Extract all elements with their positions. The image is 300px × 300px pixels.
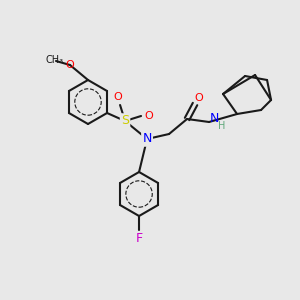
- Text: F: F: [136, 232, 142, 244]
- Text: O: O: [195, 93, 203, 103]
- Text: S: S: [121, 115, 129, 128]
- Text: H: H: [218, 121, 226, 131]
- Text: O: O: [114, 92, 122, 102]
- Text: N: N: [142, 133, 152, 146]
- Text: O: O: [66, 60, 74, 70]
- Text: CH₃: CH₃: [46, 55, 64, 65]
- Text: O: O: [145, 111, 153, 121]
- Text: N: N: [209, 112, 219, 125]
